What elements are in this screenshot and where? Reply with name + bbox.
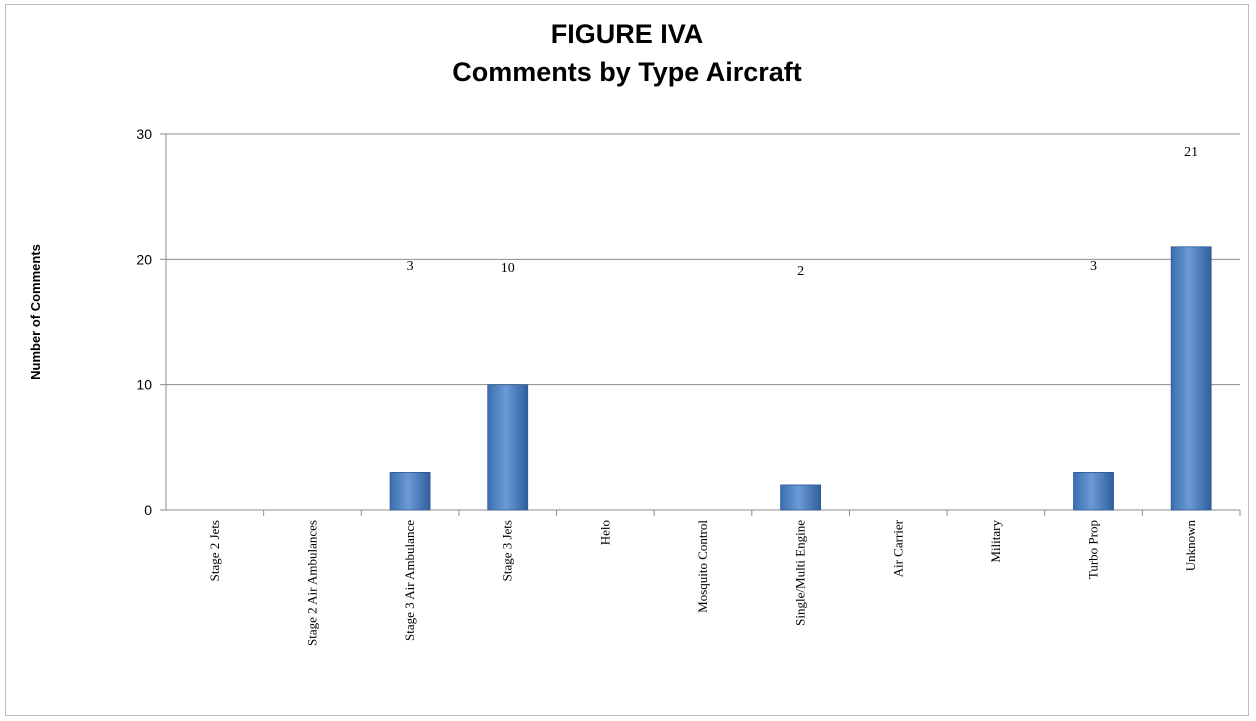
- x-tick-label: Helo: [597, 520, 612, 545]
- y-tick-label: 30: [136, 126, 152, 142]
- labels: 0 10 20 30 Stage 2 Jets Stage 2 Air Ambulance…: [136, 126, 1198, 646]
- x-tick-label: Stage 2 Air Ambulances: [304, 520, 319, 646]
- chart-title-line2: Comments by Type Aircraft: [452, 57, 802, 87]
- x-tick-label: Unknown: [1183, 520, 1198, 572]
- bar-stage-3-air-ambulance: [389, 471, 431, 511]
- y-tick-label: 0: [144, 502, 152, 518]
- chart-frame: FIGURE IVA Comments by Type Aircraft: [5, 4, 1249, 716]
- y-tick-label: 20: [136, 251, 152, 267]
- bar-single-multi-engine: [780, 484, 822, 511]
- chart-title: FIGURE IVA Comments by Type Aircraft: [6, 15, 1248, 91]
- y-tick-label: 10: [136, 377, 152, 393]
- data-label: 3: [1090, 259, 1097, 274]
- data-label: 3: [407, 259, 414, 274]
- x-tick-label: Military: [988, 520, 1003, 563]
- data-label: 2: [797, 264, 804, 279]
- data-label: 10: [501, 261, 515, 276]
- y-axis-title: Number of Comments: [28, 244, 43, 380]
- bar-unknown: [1170, 246, 1212, 511]
- x-tick-label: Stage 3 Jets: [500, 520, 515, 581]
- bars: [389, 246, 1212, 511]
- axes: [165, 134, 1241, 516]
- bar-turbo-prop: [1073, 471, 1114, 511]
- x-tick-label: Stage 2 Jets: [207, 520, 222, 581]
- gridlines: [160, 133, 1240, 511]
- x-tick-label: Mosquito Control: [695, 520, 710, 613]
- x-tick-label: Single/Multi Engine: [793, 520, 808, 626]
- x-tick-label: Stage 3 Air Ambulance: [402, 520, 417, 641]
- x-tick-label: Turbo Prop: [1086, 520, 1101, 579]
- x-tick-label: Air Carrier: [890, 519, 905, 577]
- bar-stage-3-jets: [487, 384, 529, 511]
- chart-title-line1: FIGURE IVA: [550, 19, 704, 49]
- data-label: 21: [1184, 145, 1198, 160]
